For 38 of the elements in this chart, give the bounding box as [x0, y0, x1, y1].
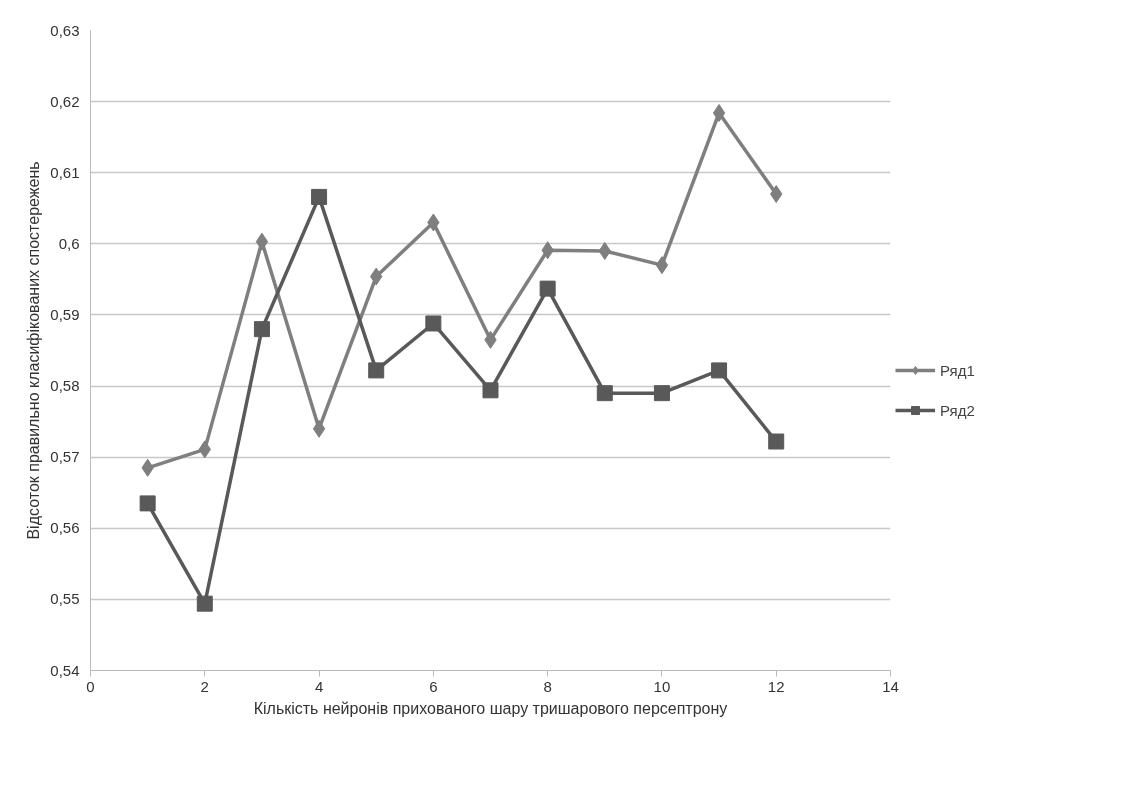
point [253, 321, 270, 338]
x-tick-label: 6 [429, 677, 438, 695]
x-axis-title: Кількість нейронів прихованого шару тришарового персептрону [253, 699, 728, 717]
point [311, 188, 328, 205]
x-tick-label: 10 [653, 677, 671, 695]
point [139, 495, 156, 512]
x-tick-label: 4 [314, 677, 324, 695]
point [482, 382, 499, 399]
point [312, 419, 326, 438]
y-tick-label: 0,63 [50, 21, 80, 39]
x-tick-label: 2 [200, 677, 209, 695]
point [653, 385, 670, 402]
y-tick-label: 0,59 [50, 305, 80, 323]
point [596, 385, 613, 402]
x-tick-label: 8 [543, 677, 552, 695]
x-tick-label: 0 [86, 677, 95, 695]
point [768, 433, 785, 450]
point [655, 256, 669, 275]
y-tick-label: 0,55 [50, 590, 80, 608]
point [539, 280, 556, 297]
y-tick-label: 0,58 [50, 377, 80, 395]
point [711, 362, 728, 379]
point [425, 315, 442, 332]
y-tick-label: 0,54 [50, 661, 80, 679]
legend-label: Ряд2 [940, 401, 975, 419]
y-tick-label: 0,61 [50, 163, 80, 181]
point [196, 595, 213, 612]
point [368, 362, 385, 379]
y-tick-label: 0,57 [50, 448, 80, 466]
x-tick-label: 14 [882, 677, 899, 695]
legend-label: Ряд1 [940, 361, 975, 379]
y-tick-label: 0,62 [50, 92, 80, 110]
point [712, 103, 726, 122]
x-tick-label: 12 [767, 677, 785, 695]
y-axis-title: Відсоток правильно класифікованих спостережень [25, 161, 43, 540]
y-tick-label: 0,6 [58, 234, 80, 252]
y-tick-label: 0,56 [50, 519, 80, 537]
point [255, 232, 269, 251]
